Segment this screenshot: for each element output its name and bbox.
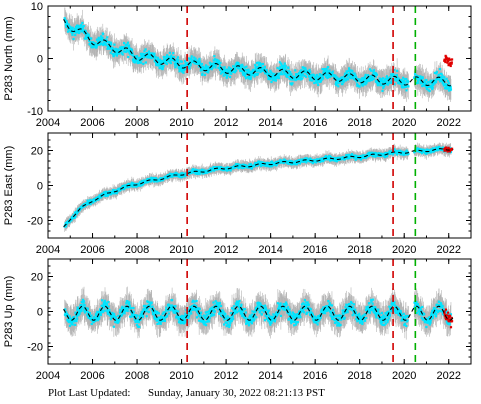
xtick-label-north-2006: 2006 — [80, 117, 104, 129]
ytick-label-north-10: 10 — [31, 1, 43, 13]
xtick-label-east-2022: 2022 — [436, 244, 460, 256]
xtick-label-north-2022: 2022 — [436, 117, 460, 129]
model-line-up — [63, 305, 454, 321]
xtick-label-east-2016: 2016 — [303, 244, 327, 256]
xtick-label-north-2004: 2004 — [36, 117, 60, 129]
xtick-label-east-2006: 2006 — [80, 244, 104, 256]
xtick-label-east-2014: 2014 — [258, 244, 282, 256]
panel-up: -20 0 20 2004 2006 2008 2010 2012 2014 2016 2018 20… — [3, 258, 472, 382]
panel-north: -10 0 10 2004 2006 2008 2010 2012 2014 2016 2018 20… — [3, 1, 472, 129]
xtick-label-north-2010: 2010 — [169, 117, 193, 129]
xtick-label-east-2010: 2010 — [169, 244, 193, 256]
xtick-label-up-2016: 2016 — [303, 370, 327, 382]
xtick-label-up-2012: 2012 — [214, 370, 238, 382]
ylabel-up: P283 Up (mm) — [3, 276, 15, 348]
ylabel-east: P283 East (mm) — [3, 146, 15, 225]
xtick-label-north-2014: 2014 — [258, 117, 282, 129]
xtick-label-up-2006: 2006 — [80, 370, 104, 382]
xtick-label-up-2020: 2020 — [392, 370, 416, 382]
plot-area-north — [63, 6, 454, 111]
model-line-east — [63, 148, 454, 228]
timeseries-plots: -10 0 10 2004 2006 2008 2010 2012 2014 2016 2018 20… — [3, 1, 472, 382]
ytick-label-up-20: 20 — [31, 272, 43, 284]
ytick-label-east--20: -20 — [27, 216, 43, 228]
ytick-label-north-0: 0 — [37, 54, 43, 66]
model-line-north — [63, 19, 454, 87]
ytick-label-up-0: 0 — [37, 307, 43, 319]
xtick-label-up-2018: 2018 — [347, 370, 371, 382]
xtick-label-up-2014: 2014 — [258, 370, 282, 382]
ylabel-north: P283 North (mm) — [3, 16, 15, 100]
footer: Plot Last Updated: Sunday, January 30, 2… — [0, 387, 481, 403]
xtick-label-east-2008: 2008 — [125, 244, 149, 256]
xtick-label-east-2018: 2018 — [347, 244, 371, 256]
xtick-label-north-2018: 2018 — [347, 117, 371, 129]
xtick-label-up-2010: 2010 — [169, 370, 193, 382]
recent-points-north — [443, 54, 454, 68]
xtick-label-north-2016: 2016 — [303, 117, 327, 129]
ytick-label-east-0: 0 — [37, 181, 43, 193]
ytick-label-up--20: -20 — [27, 342, 43, 354]
plot-area-east — [63, 133, 454, 238]
ytick-label-north--10: -10 — [27, 106, 43, 118]
xtick-label-north-2008: 2008 — [125, 117, 149, 129]
xtick-label-up-2004: 2004 — [36, 370, 60, 382]
panel-east: -20 0 20 2004 2006 2008 2010 2012 2014 2016 2018 20… — [3, 132, 472, 256]
xtick-label-up-2022: 2022 — [436, 370, 460, 382]
plot-area-up — [63, 259, 454, 364]
xtick-label-north-2012: 2012 — [214, 117, 238, 129]
footer-timestamp: Sunday, January 30, 2022 08:21:13 PST — [148, 387, 325, 399]
xtick-label-east-2004: 2004 — [36, 244, 60, 256]
footer-label: Plot Last Updated: — [48, 387, 131, 399]
xtick-label-east-2020: 2020 — [392, 244, 416, 256]
xtick-label-east-2012: 2012 — [214, 244, 238, 256]
ytick-label-east-20: 20 — [31, 146, 43, 158]
xtick-label-up-2008: 2008 — [125, 370, 149, 382]
xtick-label-north-2020: 2020 — [392, 117, 416, 129]
